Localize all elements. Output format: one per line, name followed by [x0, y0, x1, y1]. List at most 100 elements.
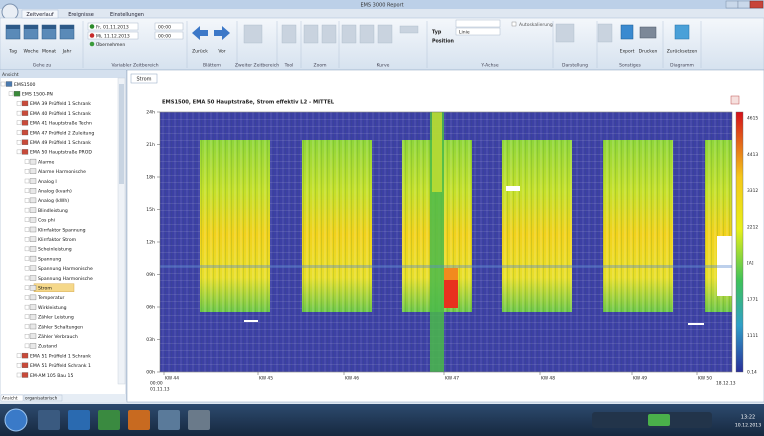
tree-item[interactable]: Zähler Schaltungen [38, 324, 83, 330]
start-button[interactable] [4, 408, 28, 432]
tree-item[interactable]: EMA 51 Prüffeld Schrank 1 [30, 363, 91, 369]
app-explorer[interactable] [38, 410, 60, 430]
tree-item[interactable]: Spannung Harmonische [38, 276, 93, 282]
nav-button[interactable]: Jahr [62, 49, 72, 55]
tree-item[interactable]: Zähler Leistung [38, 315, 74, 321]
panel-tab[interactable] [0, 394, 24, 402]
tree-icon [29, 236, 37, 242]
calendar-icon-top [24, 25, 38, 29]
tree-item[interactable]: Wirkleistung [38, 305, 67, 311]
chart-settings-button[interactable] [730, 95, 740, 105]
group-label: Y-Achse [480, 63, 498, 69]
y-tick-label: 24h [146, 110, 155, 116]
nav-button[interactable]: Monat [42, 49, 56, 55]
tree-item[interactable]: EMA 40 Prüffeld 1 Schrank [30, 111, 91, 117]
from-time[interactable] [154, 22, 184, 31]
tree-item[interactable]: EMA 41 Hauptstraße Techn [30, 121, 92, 127]
from-time-text: 00:00 [158, 25, 171, 31]
forward-button[interactable]: Vor [218, 49, 225, 55]
tree-item[interactable]: Analog I [38, 179, 57, 185]
tree-item[interactable]: Alarme Harmonische [38, 169, 86, 175]
type-select[interactable] [455, 27, 501, 36]
disabled-tool [555, 23, 575, 43]
tree-item[interactable]: Zähler Verbrauch [38, 334, 78, 340]
scrollbar[interactable] [117, 77, 126, 385]
tree-item[interactable]: EMA 51 Prüffeld 1 Schrank [30, 353, 91, 359]
scroll-thumb[interactable] [119, 84, 124, 184]
tree-item[interactable]: Zustand [38, 344, 57, 350]
panel-header [0, 70, 126, 78]
ribbon-tab-label: Zeitverlauf [26, 12, 54, 18]
to-time-text: 00:00 [158, 34, 171, 40]
to-date[interactable] [87, 31, 139, 40]
ribbon-tab-label: Einstellungen [110, 12, 144, 18]
tree-icon [13, 91, 21, 97]
tree-item[interactable]: EMA 50 Hauptstraße PROD [30, 150, 92, 156]
tree-item[interactable]: Alarme [38, 159, 55, 165]
tree-icon [29, 333, 37, 339]
tree-item[interactable]: EMS1500 [14, 82, 36, 88]
color-scale [735, 111, 744, 373]
tree-expander [24, 227, 30, 232]
tree-icon [29, 217, 37, 223]
x-tick-label: KW 48 [541, 376, 555, 382]
tree-item[interactable]: EMA 49 Prüffeld 1 Schrank [30, 140, 91, 146]
minimize-button[interactable] [725, 0, 739, 9]
tree-expander [24, 324, 30, 329]
group-label: Zweiter Zeitbereich [235, 63, 279, 69]
calendar-icon-top [6, 25, 20, 29]
export-button[interactable]: Export [620, 49, 635, 55]
apply-button[interactable]: Übernehmen [96, 41, 125, 48]
app-other[interactable] [188, 410, 210, 430]
back-button[interactable]: Zurück [192, 49, 208, 55]
group-label: Blättern [203, 63, 221, 69]
type-value: Linie [459, 30, 470, 36]
tree-item[interactable]: Klirrfaktor Spannung [38, 227, 86, 233]
forward-icon [214, 26, 230, 40]
tree-panel [0, 69, 127, 401]
print-button[interactable]: Drucken [639, 49, 658, 55]
close-button[interactable] [749, 0, 764, 9]
tree-expander [24, 314, 30, 319]
to-time[interactable] [154, 31, 184, 40]
tree-item[interactable]: Analog (kvarh) [38, 189, 72, 195]
tree-item[interactable]: EMS 1500-PN [22, 92, 53, 98]
heat-gap [688, 323, 704, 325]
nav-button[interactable]: Woche [23, 49, 38, 55]
tree-item[interactable]: Strom [38, 286, 52, 292]
app-excel[interactable] [98, 410, 120, 430]
tree-item[interactable]: Temperatur [37, 295, 64, 301]
scale-label: 4615 [747, 116, 758, 122]
tree-item[interactable]: Scheinleistung [38, 247, 72, 253]
autoscale-checkbox[interactable] [511, 21, 517, 27]
calendar-icon-top [42, 25, 56, 29]
axis-select[interactable] [455, 19, 501, 28]
tree-item[interactable]: Blindleistung [38, 208, 68, 214]
app-browser[interactable] [68, 410, 90, 430]
chart-tab[interactable] [130, 73, 158, 84]
tree-item[interactable]: EMA 39 Prüffeld 1 Schrank [30, 101, 91, 107]
ribbon-tab[interactable] [21, 9, 59, 19]
tree-item[interactable]: EM-AM 105 Bau 15 [30, 373, 73, 379]
tree-item[interactable]: Cos phi [38, 218, 55, 224]
panel-tab[interactable] [23, 394, 63, 402]
nav-button[interactable]: Tag [8, 49, 17, 55]
tree-item[interactable]: Spannung [38, 256, 61, 262]
tree-expander [24, 246, 30, 252]
tree-item[interactable]: Klirrfaktor Strom [38, 237, 77, 243]
tree-item[interactable]: Analog (kWh) [38, 198, 69, 204]
heat-gap [717, 236, 732, 296]
window-title: EMS 3000 Report [360, 3, 403, 9]
app-ems[interactable] [158, 410, 180, 430]
position-label: Position [432, 39, 455, 45]
tree-expander [0, 81, 6, 87]
maximize-button[interactable] [737, 0, 751, 9]
tree-expander [24, 266, 30, 271]
tree-item[interactable]: EMA 47 Prüffeld 2 Zuleitung [30, 130, 94, 136]
from-date[interactable] [87, 22, 139, 31]
app-button[interactable] [1, 3, 19, 21]
tree-item[interactable]: Spannung Harmonische [38, 266, 93, 272]
app-powerpoint[interactable] [128, 410, 150, 430]
reset-button[interactable]: Zurücksetzen [667, 49, 698, 55]
tray-battery[interactable] [648, 414, 670, 426]
